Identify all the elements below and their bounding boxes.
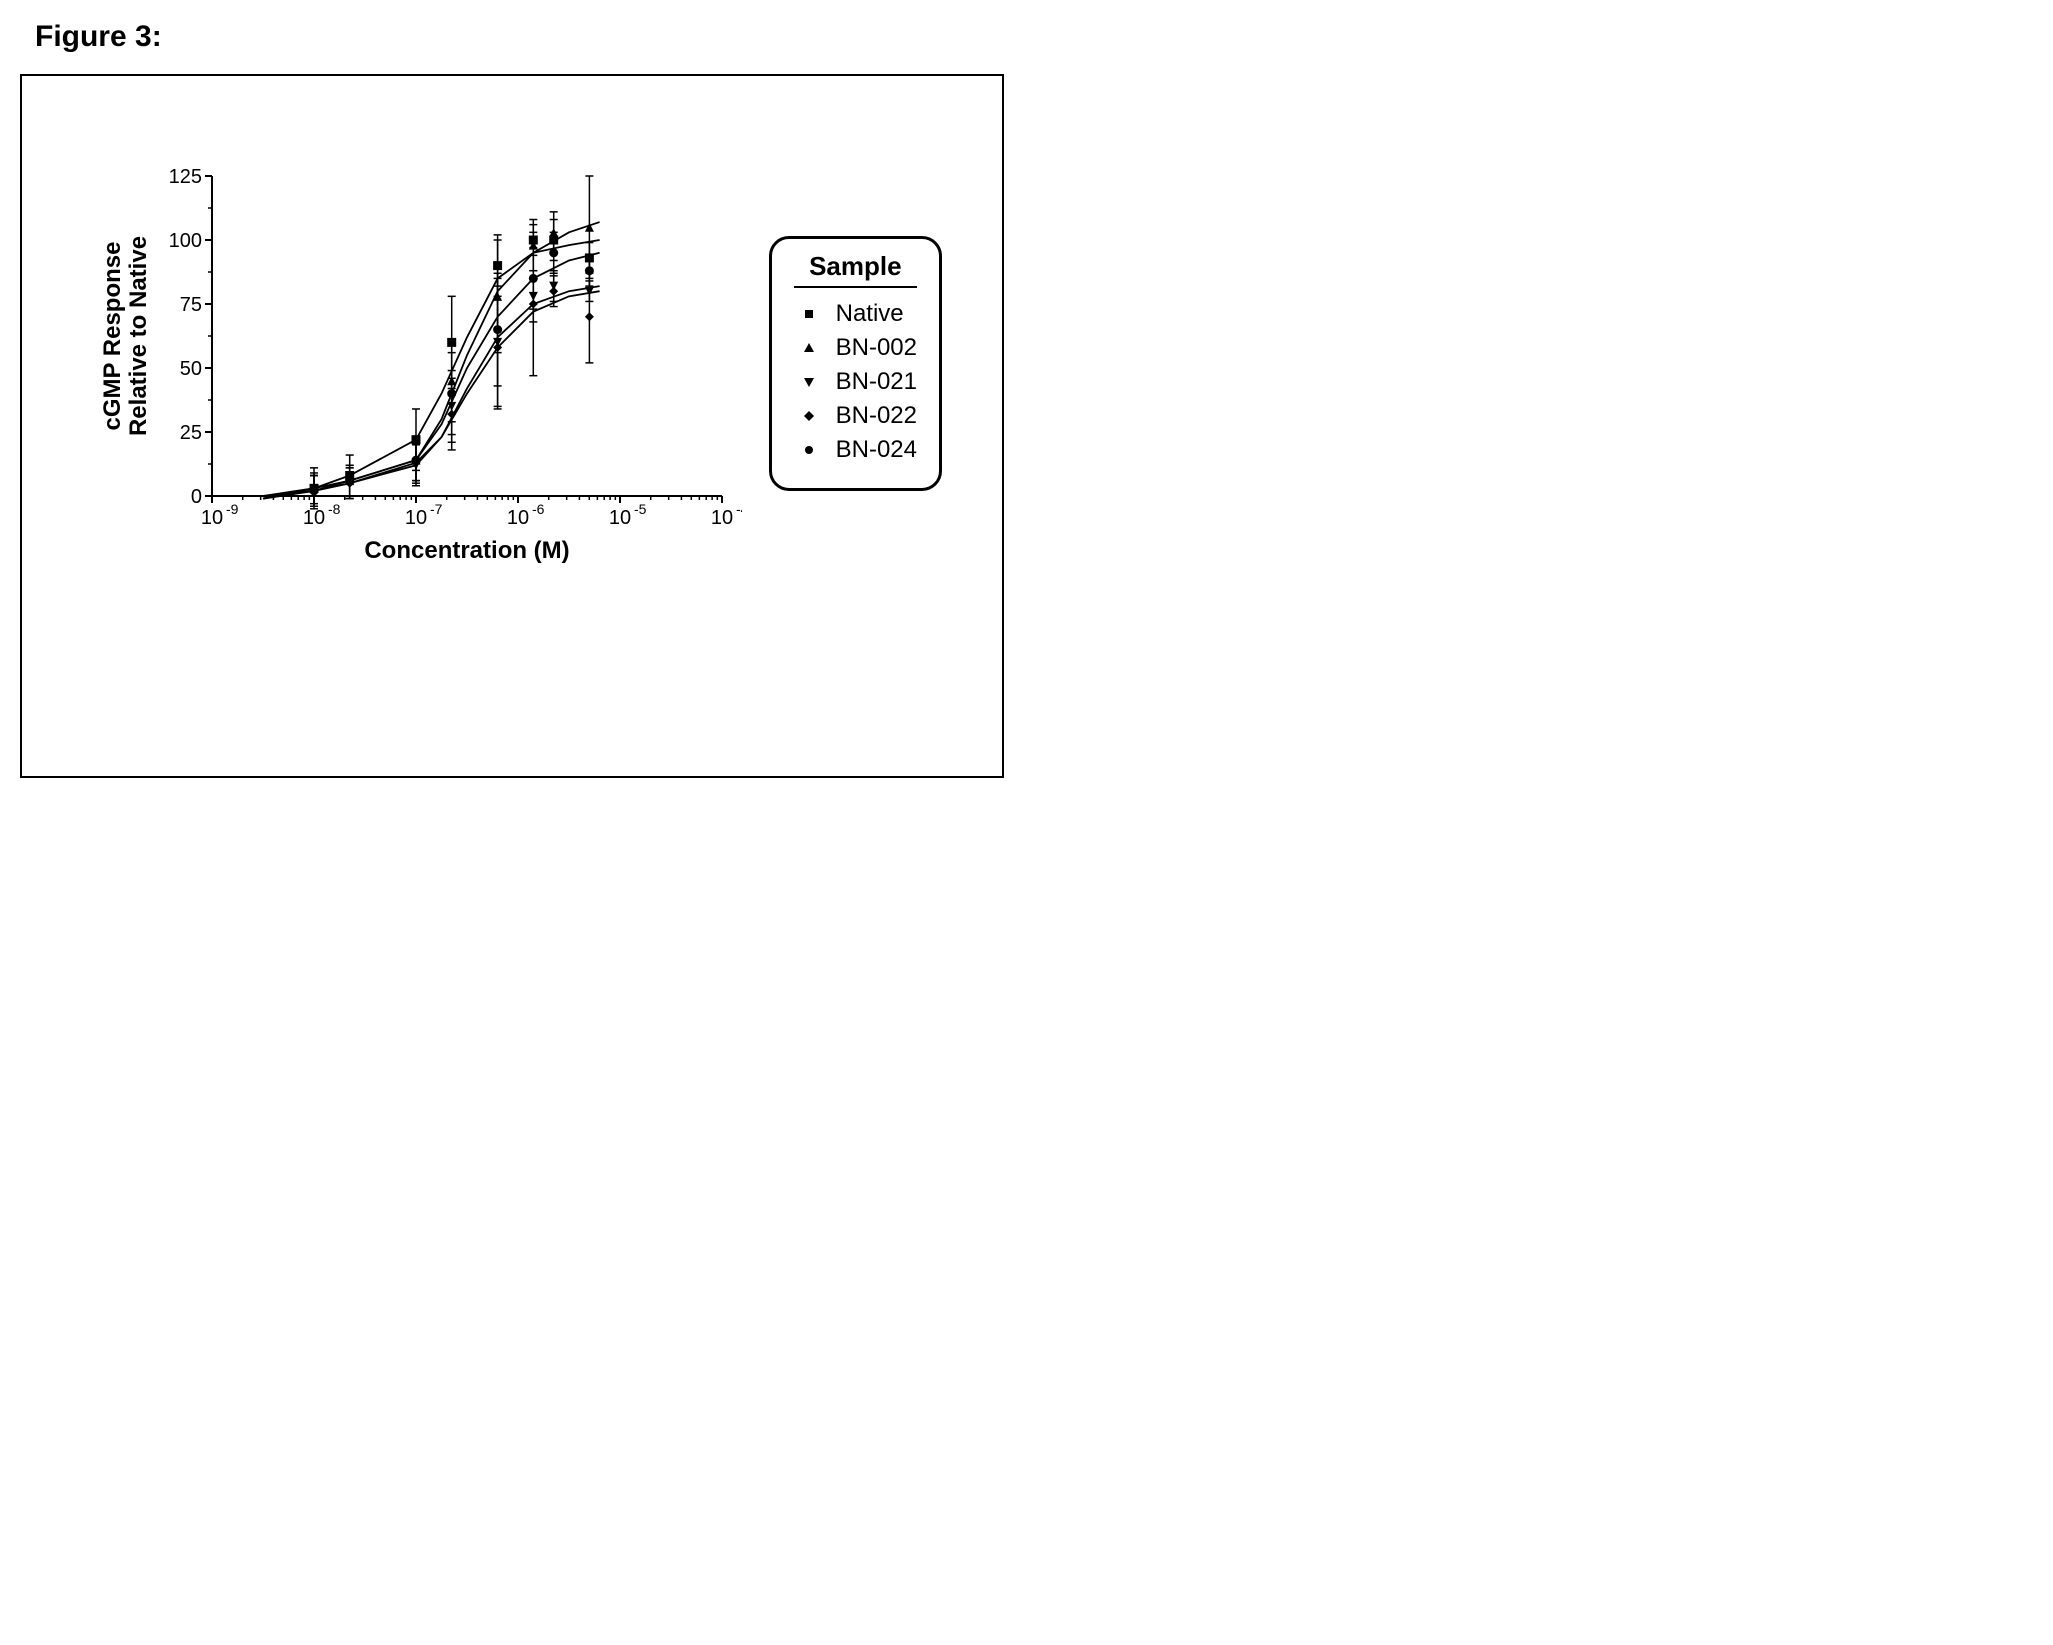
svg-text:10: 10 [201,507,223,529]
legend-item-label: BN-022 [836,402,917,430]
svg-text:100: 100 [169,230,202,252]
figure-label: Figure 3: [20,20,2033,54]
legend-marker-icon [794,340,824,356]
svg-text:-8: -8 [328,501,341,517]
legend-marker-icon [794,408,824,424]
legend-item: Native [794,300,917,328]
svg-text:Relative to Native: Relative to Native [125,236,152,436]
svg-text:Concentration (M): Concentration (M) [364,537,569,564]
legend-items: Native BN-002 BN-021 BN-022 BN-024 [794,300,917,464]
legend-item: BN-024 [794,436,917,464]
svg-text:125: 125 [169,166,202,188]
legend-title: Sample [794,251,917,288]
chart-container: 025507510012510-910-810-710-610-510-4cGM… [102,146,742,581]
legend-item: BN-021 [794,368,917,396]
svg-text:-6: -6 [532,501,545,517]
legend-marker-icon [794,306,824,322]
svg-text:10: 10 [303,507,325,529]
svg-text:-9: -9 [226,501,239,517]
legend-item: BN-002 [794,334,917,362]
svg-text:25: 25 [180,422,202,444]
legend-item: BN-022 [794,402,917,430]
svg-text:-4: -4 [736,501,742,517]
dose-response-chart: 025507510012510-910-810-710-610-510-4cGM… [102,146,742,576]
svg-text:75: 75 [180,294,202,316]
svg-text:-7: -7 [430,501,443,517]
svg-text:10: 10 [711,507,733,529]
svg-text:0: 0 [191,486,202,508]
figure-frame: 025507510012510-910-810-710-610-510-4cGM… [20,74,1004,778]
legend-item-label: BN-002 [836,334,917,362]
legend-item-label: BN-021 [836,368,917,396]
legend-marker-icon [794,374,824,390]
legend-marker-icon [794,442,824,458]
legend-item-label: Native [836,300,904,328]
legend: Sample Native BN-002 BN-021 BN-022 BN-024 [769,236,942,491]
svg-text:cGMP Response: cGMP Response [102,242,126,431]
svg-text:10: 10 [609,507,631,529]
svg-text:10: 10 [405,507,427,529]
svg-text:-5: -5 [634,501,647,517]
svg-text:50: 50 [180,358,202,380]
svg-text:10: 10 [507,507,529,529]
legend-item-label: BN-024 [836,436,917,464]
